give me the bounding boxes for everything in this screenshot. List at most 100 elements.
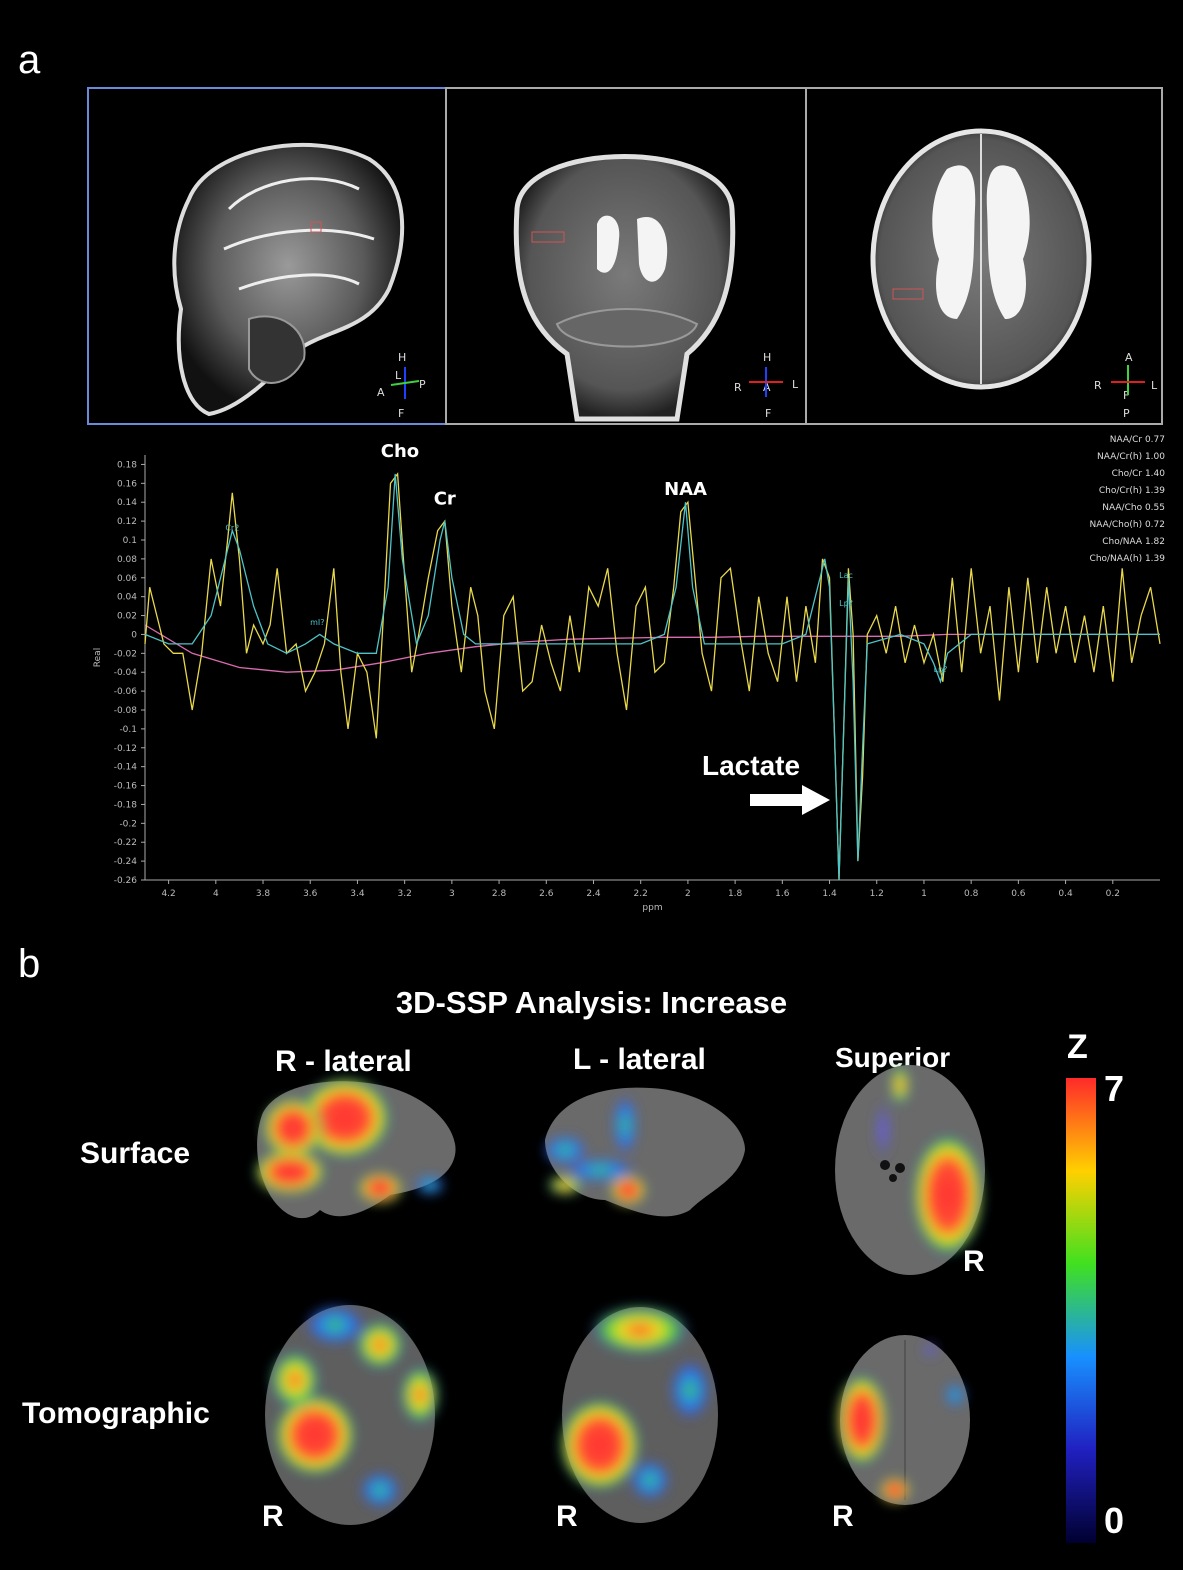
ssp-brain-maps [255,1065,985,1525]
y-tick-label: 0.1 [123,536,137,546]
panel-b-title: 3D-SSP Analysis: Increase [395,985,788,1020]
fit-label: Cr2 [225,524,239,533]
spectrum-series-line [144,473,1160,881]
y-axis-label: Real [93,648,103,667]
tomographic-l-lateral-map [560,1305,718,1523]
x-tick-label: 2.8 [492,889,507,899]
orient-crosshair-icon [1111,365,1145,395]
y-tick-label: 0.16 [117,479,137,489]
y-tick-label: 0.04 [117,593,137,603]
orient-left-label: A [377,386,385,399]
row-label-surface: Surface [80,1137,191,1170]
lactate-label: Lactate [702,750,801,781]
orient-top-label: H [763,351,772,364]
peak-label: Cr [434,488,456,509]
x-tick-label: 2.2 [634,889,648,899]
ratio-row: NAA/Cr(h) 1.00 [1085,449,1165,466]
y-tick-label: -0.16 [114,782,138,792]
orient-top-label: H [398,351,407,364]
ratio-value: 0.55 [1144,503,1165,513]
y-tick-label: 0.02 [117,612,137,622]
ratio-row: Cho/NAA 1.82 [1085,534,1165,551]
orient-crosshair-icon [390,367,420,399]
peak-label: NAA [664,479,707,500]
y-tick-label: -0.14 [114,763,138,773]
surface-r-lateral-map [255,1078,456,1219]
r-marker-tomo-l: R [556,1500,578,1533]
fit-label: mI? [310,618,324,627]
ratio-value: 1.40 [1144,469,1165,479]
ratio-value: 1.82 [1144,537,1165,547]
ratio-label: NAA/Cho [1102,503,1145,513]
tomographic-r-lateral-map [265,1305,440,1525]
colorbar-min: 0 [1104,1500,1125,1541]
ratio-value: 0.77 [1144,435,1165,445]
x-tick-label: 4.2 [161,889,175,899]
panel-letter-a: a [18,38,41,82]
ratio-label: NAA/Cho(h) [1089,520,1145,530]
y-tick-label: -0.24 [114,857,138,867]
x-tick-label: 3.4 [350,889,365,899]
mri-axial-view: A R L P F [805,87,1163,425]
x-tick-label: 1.8 [728,889,743,899]
ratio-value: 0.72 [1144,520,1165,530]
ratio-value: 1.39 [1144,554,1165,564]
x-tick-label: 3 [449,889,455,899]
col-label-r-lateral: R - lateral [275,1045,412,1078]
orient-top-label: A [1125,351,1133,364]
x-tick-label: 1.2 [870,889,884,899]
colorbar-gradient [1066,1078,1096,1543]
orient-crosshair-icon [749,367,783,397]
y-tick-label: -0.26 [114,876,138,886]
panel-letter-b: b [18,942,41,986]
y-tick-label: -0.08 [114,706,138,716]
y-tick-label: -0.22 [114,838,137,848]
metabolite-ratios: NAA/Cr 0.77 NAA/Cr(h) 1.00 Cho/Cr 1.40 Cho/… [1085,432,1165,568]
y-tick-label: 0.12 [117,517,137,527]
orient-left-label: R [1094,379,1102,392]
x-tick-label: 2 [685,889,691,899]
y-tick-label: -0.06 [114,687,138,697]
x-tick-label: 4 [213,889,219,899]
x-tick-label: 3.2 [397,889,411,899]
tomographic-superior-map [837,1335,970,1505]
ratio-label: Cho/Cr [1111,469,1145,479]
ratio-row: NAA/Cho(h) 0.72 [1085,517,1165,534]
y-tick-label: -0.2 [119,819,137,829]
peak-label: Cho [381,441,419,462]
ratio-value: 1.39 [1144,486,1165,496]
ratio-row: Cho/Cr 1.40 [1085,466,1165,483]
colorbar-label: Z [1067,1028,1088,1066]
orient-right-label: L [792,378,799,391]
spectrum-series-line [144,624,1160,673]
spectrum-series-line [144,472,1161,881]
y-tick-label: -0.1 [119,725,137,735]
fit-label: Lp? [934,665,948,674]
colorbar-max: 7 [1104,1068,1125,1109]
surface-l-lateral-map [543,1087,745,1217]
ratio-label: NAA/Cr(h) [1097,452,1145,462]
x-tick-label: 3.8 [256,889,271,899]
y-tick-label: 0.18 [117,460,137,470]
y-tick-label: -0.12 [114,744,137,754]
col-label-l-lateral: L - lateral [573,1043,706,1076]
ratio-label: NAA/Cr [1109,435,1145,445]
y-tick-label: -0.04 [114,668,138,678]
orient-bottom-label: P [1123,407,1130,420]
orient-right-label: L [1151,379,1158,392]
x-tick-label: 1.6 [775,889,790,899]
mri-coronal-view: H R L F A [445,87,807,425]
row-label-tomographic: Tomographic [22,1397,210,1430]
orient-bottom-label: F [398,407,405,420]
x-tick-label: 0.4 [1058,889,1073,899]
x-tick-label: 2.6 [539,889,554,899]
x-tick-label: 1 [921,889,927,899]
x-tick-label: 0.6 [1011,889,1026,899]
orient-bottom-label: F [765,407,772,420]
ratio-row: NAA/Cr 0.77 [1085,432,1165,449]
y-tick-label: 0.06 [117,574,137,584]
y-tick-label: 0.14 [117,498,137,508]
ratio-label: Cho/Cr(h) [1098,486,1145,496]
orient-right-label: P [419,378,426,391]
col-label-superior: Superior [835,1042,951,1073]
